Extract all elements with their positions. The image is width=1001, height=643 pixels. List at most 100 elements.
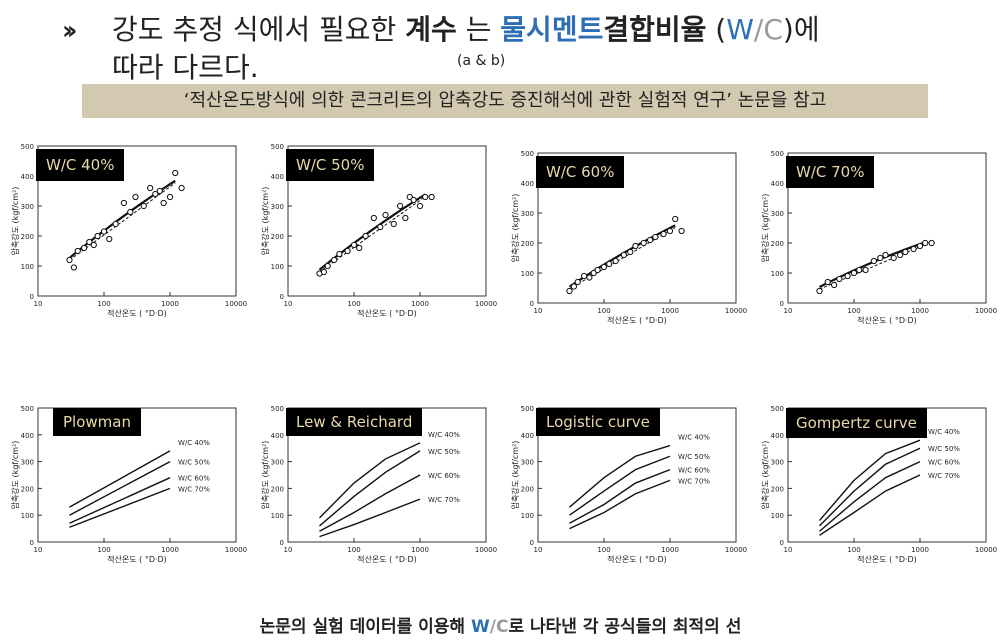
x-tick-label: 100 <box>97 300 110 308</box>
data-point <box>606 260 613 268</box>
data-point <box>66 256 73 264</box>
chart-top-3: 0 100 200 300 400 500 10 100 1000 10000 적산온도 ( °D·… <box>510 150 747 325</box>
data-point <box>140 202 147 210</box>
data-point <box>166 193 174 201</box>
y-tick-label: 500 <box>21 405 34 413</box>
data-point <box>632 242 639 250</box>
y-tick-label: 200 <box>771 485 784 493</box>
y-tick-label: 300 <box>771 459 784 467</box>
data-point <box>156 187 163 195</box>
data-point <box>397 202 404 210</box>
series-line <box>319 498 421 538</box>
data-point <box>94 232 101 240</box>
x-tick-label: 10000 <box>975 546 997 554</box>
x-tick-label: 10000 <box>725 307 747 315</box>
fit-curve-dashed <box>569 227 676 290</box>
data-point <box>86 238 93 246</box>
data-point <box>416 202 424 210</box>
series-label: W/C 40% <box>928 428 960 436</box>
data-point <box>100 228 108 235</box>
plot-frame <box>537 152 737 304</box>
x-tick-label: 1000 <box>161 300 179 308</box>
data-point <box>666 227 674 235</box>
y-tick-label: 500 <box>771 405 784 413</box>
footer-slash: / <box>489 617 496 637</box>
headline-line2: 따라 다르다. <box>112 51 259 84</box>
y-tick-label: 100 <box>271 263 284 271</box>
x-tick-label: 100 <box>847 307 860 315</box>
data-point <box>850 269 858 277</box>
x-tick-label: 100 <box>597 307 610 315</box>
x-axis-label: 적산온도 ( °D·D) <box>357 554 417 564</box>
panel-label: Lew & Reichard <box>286 408 423 436</box>
series-line <box>319 450 421 527</box>
y-tick-label: 500 <box>521 405 534 413</box>
y-tick-label: 100 <box>21 512 34 520</box>
y-tick-label: 500 <box>271 405 284 413</box>
headline-text: 강도 추정 식에서 필요한 <box>112 13 406 46</box>
chart-top-1: 0 100 200 300 400 500 10 100 1000 10000 적산온도 ( °D·… <box>10 143 247 318</box>
data-point <box>660 230 667 238</box>
x-tick-label: 10 <box>534 307 543 315</box>
wc-close: )에 <box>782 13 820 46</box>
y-tick-label: 200 <box>271 485 284 493</box>
y-tick-label: 200 <box>21 233 34 241</box>
y-tick-label: 300 <box>771 210 784 218</box>
wc-w: W <box>726 13 754 46</box>
y-tick-label: 0 <box>530 539 534 547</box>
data-point <box>331 256 338 264</box>
y-tick-label: 300 <box>521 459 534 467</box>
series-line <box>318 442 421 519</box>
x-axis-label: 적산온도 ( °D·D) <box>857 554 917 564</box>
y-tick-label: 200 <box>21 485 34 493</box>
series-label: W/C 50% <box>428 448 460 456</box>
plot-frame <box>787 152 987 304</box>
data-point <box>928 239 935 247</box>
panel-top-4: 0 100 200 300 400 500 10 100 1000 10000 적산온도 ( °D·… <box>758 145 998 335</box>
y-axis-label: 압축강도 (kgf/cm²) <box>260 441 270 510</box>
data-point <box>816 287 823 295</box>
data-point <box>890 254 897 262</box>
series-line <box>569 479 671 530</box>
x-tick-label: 1000 <box>161 546 179 554</box>
data-point <box>382 211 389 219</box>
data-point <box>672 215 679 223</box>
data-point <box>824 278 831 286</box>
series-label: W/C 60% <box>928 459 960 467</box>
x-tick-label: 1000 <box>411 546 429 554</box>
footer-text-pre: 논문의 실험 데이터를 이용해 <box>259 617 471 637</box>
data-point <box>172 169 179 177</box>
series-label: W/C 60% <box>678 467 710 475</box>
data-point <box>324 262 331 270</box>
x-tick-label: 1000 <box>911 546 929 554</box>
double-chevron-icon: ›› <box>62 16 78 46</box>
series-line <box>819 474 921 536</box>
panel-bottom-4: 0 100 200 300 400 500 10 100 1000 10000 적산온도 ( °D·… <box>758 400 998 570</box>
series-label: W/C 40% <box>428 431 460 439</box>
data-point <box>586 274 593 281</box>
series-label: W/C 70% <box>178 485 210 493</box>
y-tick-label: 300 <box>21 459 34 467</box>
series-label: W/C 50% <box>178 459 210 467</box>
plot-frame <box>37 145 237 297</box>
series-line <box>569 455 671 516</box>
data-point <box>152 190 159 198</box>
panel-label: W/C 70% <box>786 156 875 188</box>
y-tick-label: 400 <box>771 432 784 440</box>
y-tick-label: 400 <box>521 432 534 440</box>
y-tick-label: 400 <box>21 432 34 440</box>
x-tick-label: 10000 <box>975 307 997 315</box>
x-axis-label: 적산온도 ( °D·D) <box>857 315 917 325</box>
y-tick-label: 0 <box>30 293 34 301</box>
y-tick-label: 300 <box>521 210 534 218</box>
x-tick-label: 100 <box>347 546 360 554</box>
y-axis-label: 압축강도 (kgf/cm²) <box>510 441 520 510</box>
series-line <box>69 450 171 508</box>
data-point <box>377 223 384 231</box>
series-line <box>69 487 171 528</box>
x-tick-label: 1000 <box>661 546 679 554</box>
panel-top-3: 0 100 200 300 400 500 10 100 1000 10000 적산온도 ( °D·… <box>508 145 748 335</box>
data-point <box>428 193 435 201</box>
y-tick-label: 200 <box>521 485 534 493</box>
panel-bottom-3: 0 100 200 300 400 500 10 100 1000 10000 적산온도 ( °D·… <box>508 400 748 570</box>
